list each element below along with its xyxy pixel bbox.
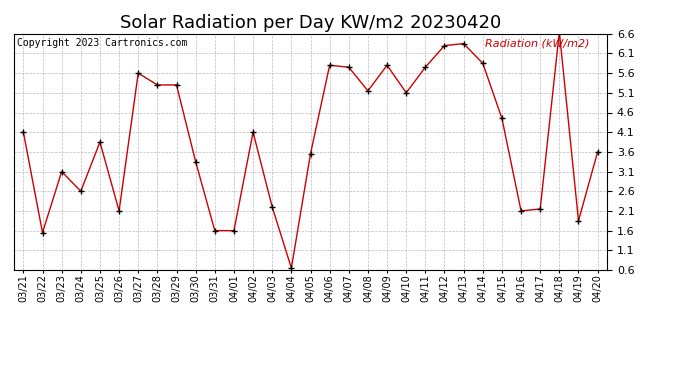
Text: Copyright 2023 Cartronics.com: Copyright 2023 Cartronics.com [17,39,187,48]
Title: Solar Radiation per Day KW/m2 20230420: Solar Radiation per Day KW/m2 20230420 [120,14,501,32]
Text: Radiation (kW/m2): Radiation (kW/m2) [485,39,589,48]
